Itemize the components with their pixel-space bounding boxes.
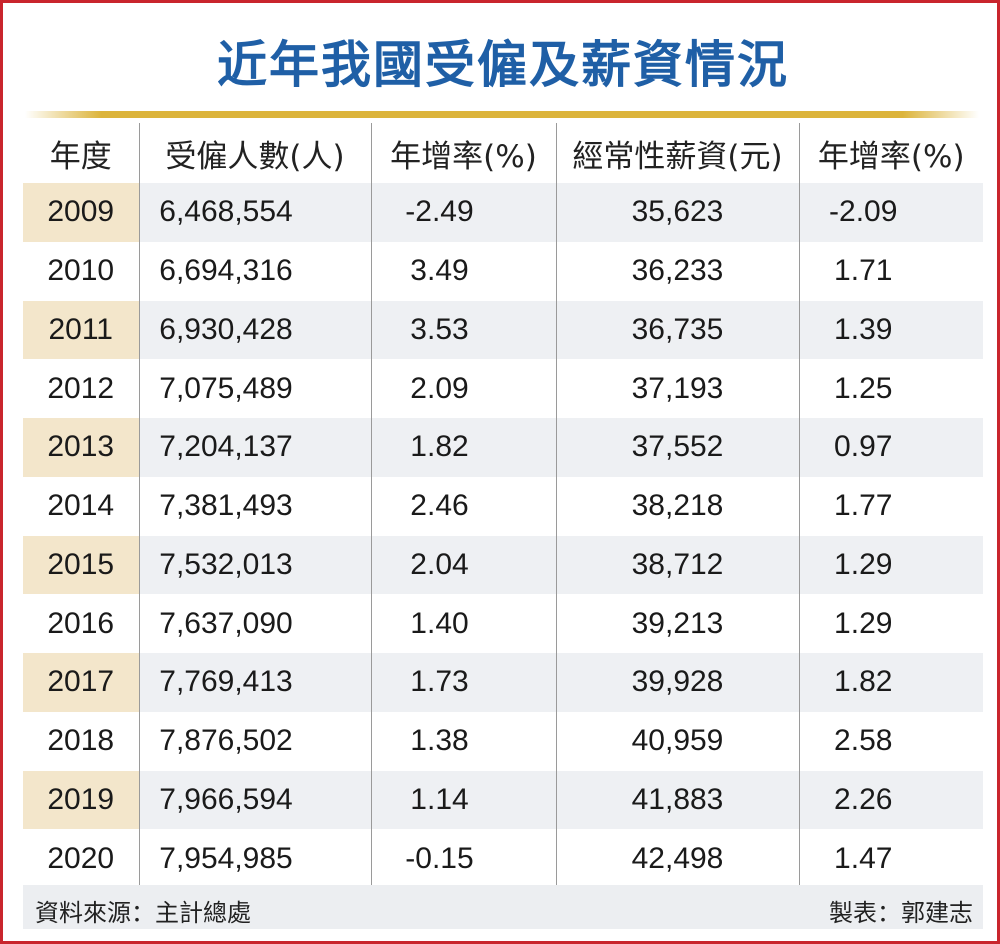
cell-employees: 6,468,554: [138, 183, 371, 242]
cell-year: 2011: [23, 300, 139, 360]
cell-wage-growth: 1.77: [798, 476, 983, 536]
table-row: 2012 7,075,489 2.09 37,193 1.25: [23, 359, 983, 418]
title-divider: [25, 111, 979, 118]
cell-wage-growth: 2.58: [798, 711, 983, 771]
cell-employees: 7,876,502: [138, 711, 371, 771]
cell-employees: 7,769,413: [138, 653, 371, 712]
table-row: 2017 7,769,413 1.73 39,928 1.82: [23, 653, 983, 712]
cell-employees: 7,637,090: [138, 594, 371, 653]
cell-year: 2009: [23, 183, 139, 242]
cell-employees: 6,694,316: [138, 241, 371, 301]
cell-wage-growth: 1.47: [798, 829, 983, 888]
cell-employees: 7,381,493: [138, 476, 371, 536]
header-year: 年度: [49, 138, 112, 175]
header-emp-growth: 年增率(%): [370, 123, 556, 183]
cell-wage-growth: 1.29: [798, 594, 983, 653]
header-wage: 經常性薪資(元): [555, 123, 799, 183]
cell-wage-growth: 1.29: [798, 535, 983, 595]
cell-emp-growth: 1.73: [370, 653, 556, 712]
header-row: 年度 受僱人數(人) 年增率(%) 經常性薪資(元) 年增率(%): [23, 123, 983, 183]
table-row: 2019 7,966,594 1.14 41,883 2.26: [23, 770, 983, 830]
cell-wage: 36,233: [555, 241, 799, 301]
cell-year: 2014: [23, 476, 139, 536]
table-row: 2015 7,532,013 2.04 38,712 1.29: [23, 535, 983, 595]
cell-employees: 7,966,594: [138, 770, 371, 830]
footer-bar: 資料來源：主計總處 製表：郭建志: [23, 885, 983, 929]
cell-year: 2017: [23, 653, 139, 712]
cell-wage: 39,213: [555, 594, 799, 653]
cell-wage-growth: 1.71: [798, 241, 983, 301]
cell-wage: 35,623: [555, 183, 799, 242]
cell-emp-growth: 1.14: [370, 770, 556, 830]
table-row: 2020 7,954,985 -0.15 42,498 1.47: [23, 829, 983, 888]
cell-emp-growth: 2.04: [370, 535, 556, 595]
cell-year: 2013: [23, 418, 139, 477]
cell-emp-growth: 1.82: [370, 418, 556, 477]
data-table: 年度 受僱人數(人) 年增率(%) 經常性薪資(元) 年增率(%) 2009 6…: [23, 123, 983, 888]
cell-emp-growth: -2.49: [370, 183, 556, 242]
cell-wage: 41,883: [555, 770, 799, 830]
cell-employees: 7,532,013: [138, 535, 371, 595]
header-wage-growth: 年增率(%): [798, 123, 983, 183]
table-row: 2014 7,381,493 2.46 38,218 1.77: [23, 476, 983, 536]
cell-year: 2015: [23, 535, 139, 595]
cell-emp-growth: 3.49: [370, 241, 556, 301]
cell-year: 2020: [23, 829, 139, 888]
cell-wage-growth: 1.39: [798, 300, 983, 360]
cell-year: 2016: [23, 594, 139, 653]
table-row: 2018 7,876,502 1.38 40,959 2.58: [23, 711, 983, 771]
cell-emp-growth: 1.40: [370, 594, 556, 653]
cell-wage-growth: 1.25: [798, 359, 983, 418]
maker-credit: 製表：郭建志: [829, 899, 973, 927]
cell-employees: 7,075,489: [138, 359, 371, 418]
cell-employees: 6,930,428: [138, 300, 371, 360]
cell-wage: 40,959: [555, 711, 799, 771]
cell-wage: 38,712: [555, 535, 799, 595]
page-title: 近年我國受僱及薪資情況: [217, 36, 789, 94]
cell-employees: 7,954,985: [138, 829, 371, 888]
cell-year: 2019: [23, 770, 139, 830]
cell-wage-growth: 2.26: [798, 770, 983, 830]
cell-employees: 7,204,137: [138, 418, 371, 477]
cell-emp-growth: -0.15: [370, 829, 556, 888]
cell-emp-growth: 2.46: [370, 476, 556, 536]
cell-wage-growth: 0.97: [798, 418, 983, 477]
table-row: 2011 6,930,428 3.53 36,735 1.39: [23, 300, 983, 360]
cell-wage: 42,498: [555, 829, 799, 888]
table-row: 2010 6,694,316 3.49 36,233 1.71: [23, 241, 983, 301]
cell-wage: 37,552: [555, 418, 799, 477]
cell-year: 2012: [23, 359, 139, 418]
cell-year: 2018: [23, 711, 139, 771]
cell-emp-growth: 3.53: [370, 300, 556, 360]
cell-wage: 36,735: [555, 300, 799, 360]
cell-wage: 38,218: [555, 476, 799, 536]
cell-year: 2010: [23, 241, 139, 301]
cell-emp-growth: 1.38: [370, 711, 556, 771]
header-employees: 受僱人數(人): [138, 123, 371, 183]
cell-wage: 37,193: [555, 359, 799, 418]
cell-wage-growth: 1.82: [798, 653, 983, 712]
table-row: 2013 7,204,137 1.82 37,552 0.97: [23, 418, 983, 477]
cell-emp-growth: 2.09: [370, 359, 556, 418]
cell-wage-growth: -2.09: [798, 183, 983, 242]
cell-wage: 39,928: [555, 653, 799, 712]
source-note: 資料來源：主計總處: [35, 899, 251, 927]
table-row: 2016 7,637,090 1.40 39,213 1.29: [23, 594, 983, 653]
table-row: 2009 6,468,554 -2.49 35,623 -2.09: [23, 183, 983, 242]
